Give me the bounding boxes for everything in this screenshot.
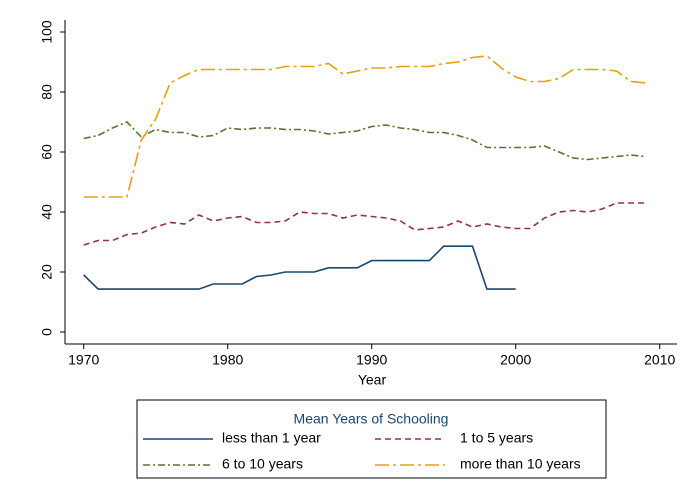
series-line xyxy=(83,245,516,290)
y-tick-label: 80 xyxy=(39,84,55,100)
x-tick-label: 2000 xyxy=(500,352,531,368)
legend-label: 6 to 10 years xyxy=(222,456,303,472)
legend-label: 1 to 5 years xyxy=(460,430,533,446)
x-axis-label: Year xyxy=(358,372,387,388)
x-tick-label: 1970 xyxy=(68,352,99,368)
legend-label: less than 1 year xyxy=(222,430,321,446)
x-tick-label: 1990 xyxy=(356,352,387,368)
x-tick-label: 1980 xyxy=(212,352,243,368)
series-line xyxy=(83,121,646,161)
legend-title: Mean Years of Schooling xyxy=(294,411,449,427)
legend-box xyxy=(136,399,607,479)
y-tick-label: 40 xyxy=(39,204,55,220)
y-tick-label: 0 xyxy=(39,328,55,336)
series-line xyxy=(83,202,646,246)
y-tick-label: 20 xyxy=(39,264,55,280)
legend-label: more than 10 years xyxy=(460,456,581,472)
series-line xyxy=(83,55,646,198)
y-tick-label: 60 xyxy=(39,144,55,160)
x-tick-label: 2010 xyxy=(644,352,675,368)
y-tick-label: 100 xyxy=(39,20,55,44)
